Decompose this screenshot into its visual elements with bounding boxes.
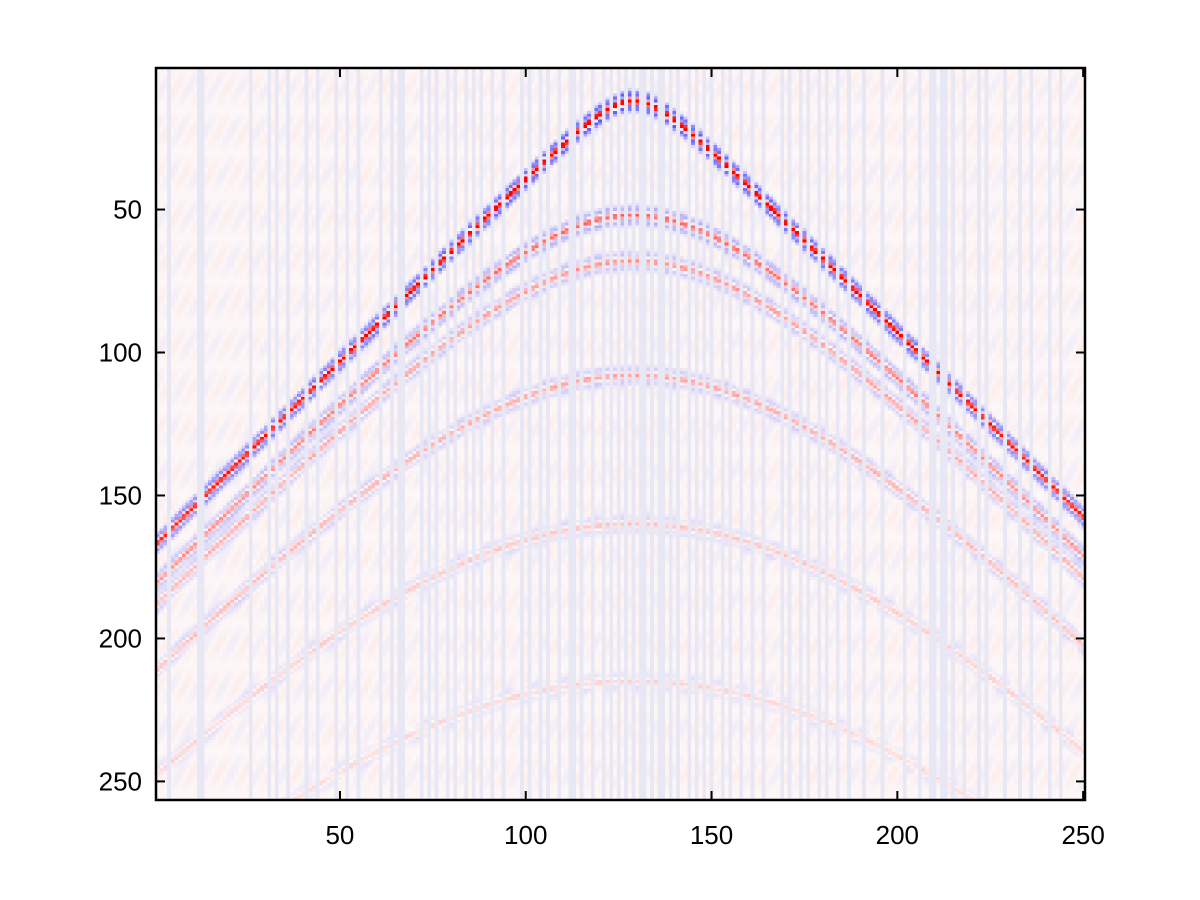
- x-tick-label: 200: [876, 820, 919, 850]
- x-tick-label: 150: [690, 820, 733, 850]
- x-tick-label: 250: [1061, 820, 1104, 850]
- y-axis-ticks: [156, 208, 1085, 783]
- y-tick-label: 250: [99, 766, 142, 796]
- plot-area: [156, 68, 1085, 800]
- axes-frame: [154, 66, 1087, 802]
- y-tick-label: 200: [99, 623, 142, 653]
- y-axis-tick-labels: 50 100 150 200 250: [99, 195, 142, 797]
- x-tick-label: 100: [504, 820, 547, 850]
- x-axis-ticks: [338, 68, 1085, 800]
- x-axis-tick-labels: 50 100 150 200 250: [325, 820, 1104, 850]
- y-tick-label: 150: [99, 480, 142, 510]
- y-tick-label: 100: [99, 338, 142, 368]
- y-tick-label: 50: [113, 195, 142, 225]
- heatmap-image: [156, 68, 1085, 800]
- x-tick-label: 50: [325, 820, 354, 850]
